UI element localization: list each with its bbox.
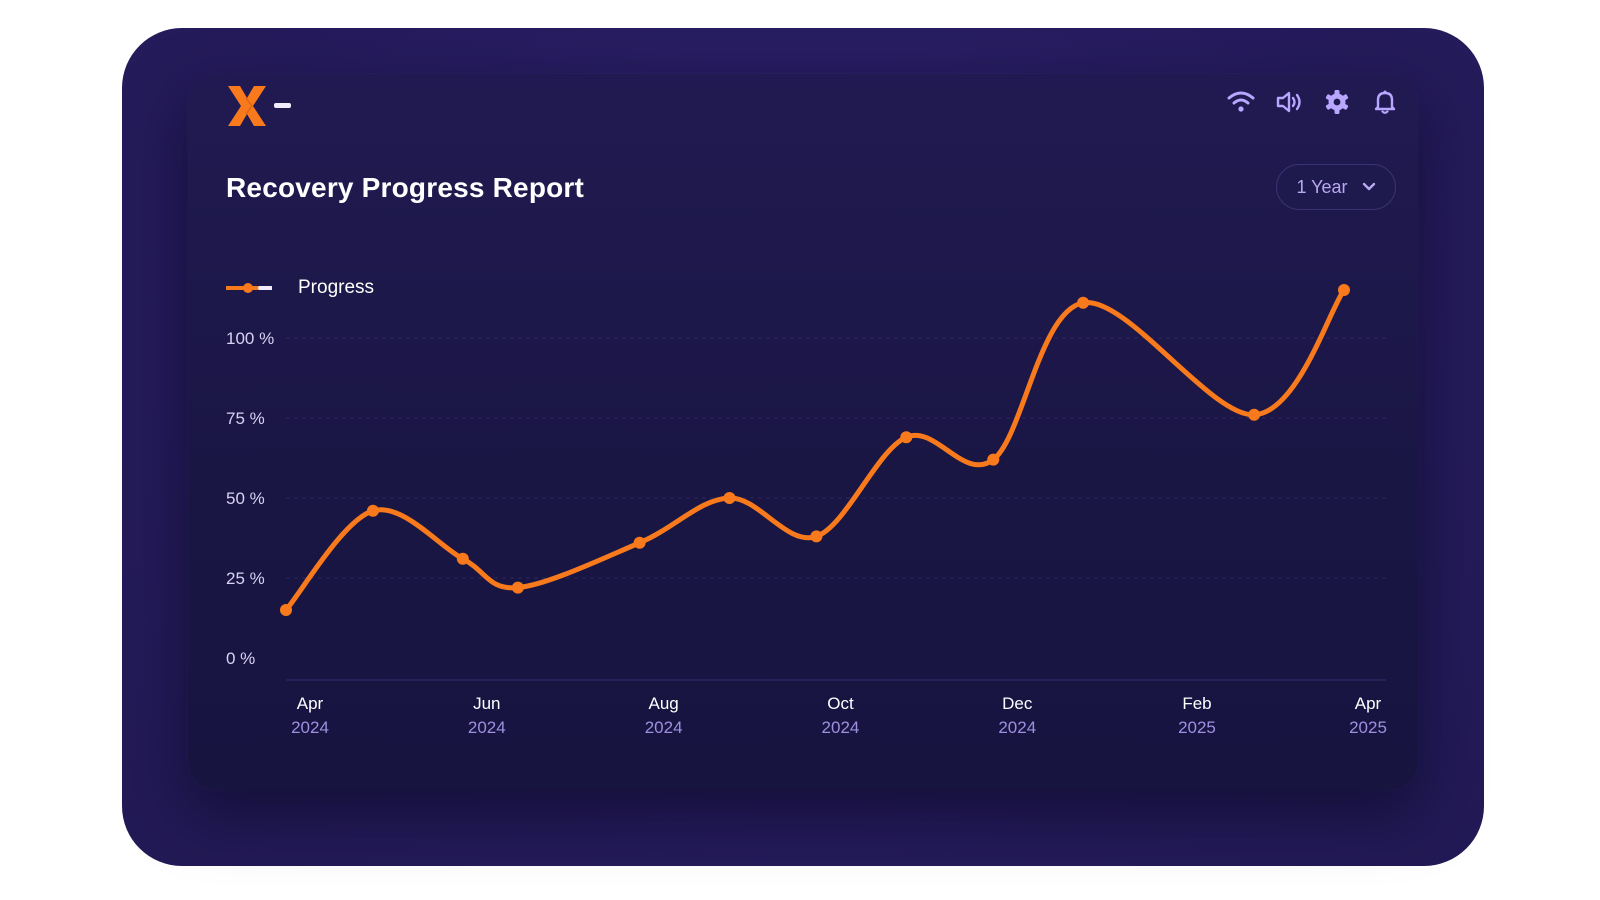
data-point[interactable] (900, 431, 913, 444)
page-title: Recovery Progress Report (226, 172, 585, 203)
x-tick-year: 2025 (1178, 718, 1216, 737)
time-range-value: 1 Year (1296, 176, 1348, 197)
x-tick-month: Dec (1002, 694, 1033, 713)
gear-icon[interactable] (1322, 88, 1352, 116)
x-tick-month: Feb (1182, 694, 1211, 713)
x-tick-year: 2025 (1349, 718, 1387, 737)
data-point[interactable] (366, 504, 379, 517)
x-tick-year: 2024 (822, 718, 860, 737)
data-point[interactable] (1248, 408, 1261, 421)
y-tick-label: 50 % (226, 489, 265, 508)
x-tick-month: Aug (649, 694, 679, 713)
x-tick-year: 2024 (998, 718, 1036, 737)
report-card (188, 74, 1418, 790)
y-tick-label: 0 % (226, 649, 255, 668)
legend-line-marker (226, 283, 272, 293)
x-tick-year: 2024 (468, 718, 506, 737)
app-logo (228, 86, 291, 126)
x-tick-year: 2024 (291, 718, 329, 737)
data-point[interactable] (456, 552, 469, 565)
y-tick-label: 25 % (226, 569, 265, 588)
y-tick-label: 100 % (226, 329, 274, 348)
y-tick-label: 75 % (226, 409, 265, 428)
data-point[interactable] (280, 604, 292, 616)
data-point[interactable] (511, 581, 524, 594)
chevron-down-icon (1362, 182, 1375, 191)
bell-icon[interactable] (1370, 88, 1400, 116)
x-tick-month: Oct (827, 694, 854, 713)
x-tick-month: Apr (1355, 694, 1382, 713)
chart-legend: Progress (226, 277, 374, 299)
x-tick-year: 2024 (645, 718, 683, 737)
data-point[interactable] (810, 530, 823, 543)
status-icons (1226, 88, 1400, 116)
time-range-select[interactable]: 1 Year (1276, 164, 1396, 210)
data-point[interactable] (633, 536, 646, 549)
data-point[interactable] (723, 492, 736, 504)
data-point[interactable] (1338, 284, 1350, 296)
legend-label: Progress (298, 277, 375, 298)
data-point[interactable] (1077, 296, 1090, 309)
data-point[interactable] (987, 453, 1000, 466)
x-tick-month: Apr (297, 694, 324, 713)
x-tick-month: Jun (473, 694, 500, 713)
speaker-icon[interactable] (1274, 88, 1304, 116)
wifi-icon[interactable] (1226, 88, 1256, 116)
